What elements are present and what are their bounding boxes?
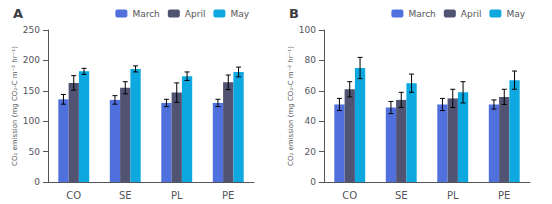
svg-text:CO: CO (66, 190, 81, 201)
svg-text:CO₂ emission (mg CO₂-C m⁻² hr⁻: CO₂ emission (mg CO₂-C m⁻² hr⁻¹) (11, 46, 19, 166)
svg-text:PE: PE (498, 190, 510, 201)
svg-text:150: 150 (23, 86, 40, 96)
svg-text:60: 60 (305, 86, 317, 96)
svg-text:0: 0 (34, 177, 40, 187)
svg-text:40: 40 (305, 116, 317, 126)
svg-text:PL: PL (171, 190, 183, 201)
svg-text:50: 50 (29, 147, 41, 157)
svg-text:CO: CO (342, 190, 357, 201)
svg-text:PL: PL (447, 190, 459, 201)
svg-text:May: May (230, 9, 249, 19)
svg-text:PE: PE (222, 190, 234, 201)
svg-text:250: 250 (23, 25, 40, 35)
svg-text:SE: SE (395, 190, 408, 201)
svg-text:SE: SE (119, 190, 132, 201)
svg-text:200: 200 (23, 55, 40, 65)
svg-text:April: April (461, 9, 482, 19)
svg-text:100: 100 (23, 116, 40, 126)
svg-text:March: March (132, 9, 159, 19)
svg-text:CO₂ emission (mg CO₂-C m⁻² hr⁻: CO₂ emission (mg CO₂-C m⁻² hr⁻¹) (287, 46, 295, 166)
svg-text:A: A (13, 6, 23, 21)
svg-text:100: 100 (299, 25, 316, 35)
svg-text:March: March (408, 9, 435, 19)
svg-text:B: B (289, 6, 299, 21)
svg-text:April: April (185, 9, 206, 19)
svg-text:0: 0 (310, 177, 316, 187)
svg-text:20: 20 (305, 147, 317, 157)
svg-text:80: 80 (305, 55, 317, 65)
svg-text:May: May (506, 9, 525, 19)
